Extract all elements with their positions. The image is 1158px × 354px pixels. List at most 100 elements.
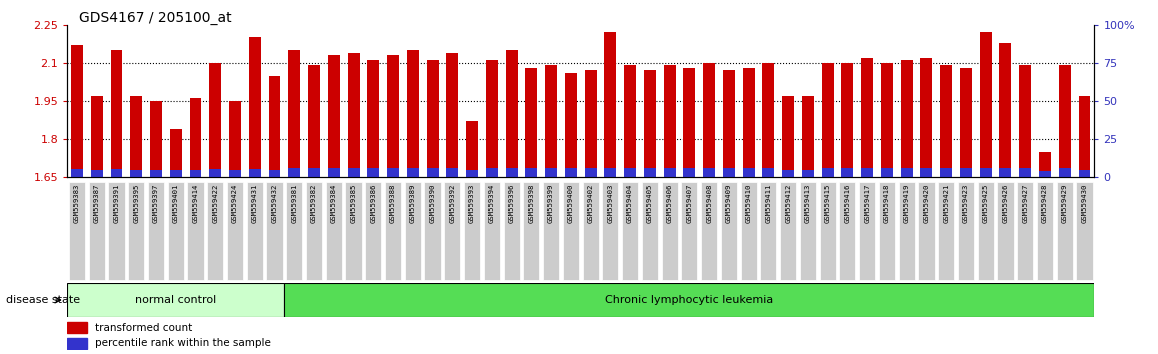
Bar — [367, 169, 380, 177]
Bar — [921, 169, 932, 177]
Bar — [703, 63, 714, 177]
Text: GSM559383: GSM559383 — [74, 184, 80, 223]
FancyBboxPatch shape — [740, 182, 756, 280]
FancyBboxPatch shape — [602, 182, 618, 280]
Bar — [940, 169, 952, 177]
Bar — [131, 170, 142, 177]
Bar — [367, 60, 380, 177]
Bar — [940, 65, 952, 177]
Text: GSM559391: GSM559391 — [113, 184, 119, 223]
Text: GSM559408: GSM559408 — [706, 184, 712, 223]
Bar — [664, 169, 675, 177]
Text: GSM559412: GSM559412 — [785, 184, 791, 223]
Text: GSM559411: GSM559411 — [765, 184, 771, 223]
Text: GSM559419: GSM559419 — [903, 184, 910, 223]
Bar — [644, 169, 655, 177]
Text: GSM559402: GSM559402 — [587, 184, 594, 223]
Text: GSM559429: GSM559429 — [1062, 184, 1068, 223]
Bar — [111, 169, 123, 177]
Text: GSM559432: GSM559432 — [272, 184, 278, 223]
Text: GSM559382: GSM559382 — [312, 184, 317, 223]
Bar — [190, 98, 201, 177]
Bar — [960, 68, 972, 177]
Bar — [151, 101, 162, 177]
Text: GSM559403: GSM559403 — [607, 184, 614, 223]
Bar — [644, 70, 655, 177]
Text: GSM559404: GSM559404 — [628, 184, 633, 223]
Bar — [683, 169, 695, 177]
FancyBboxPatch shape — [582, 182, 599, 280]
Bar — [585, 70, 596, 177]
Bar — [387, 55, 400, 177]
FancyBboxPatch shape — [918, 182, 935, 280]
Bar — [782, 96, 794, 177]
FancyBboxPatch shape — [800, 182, 816, 280]
Text: GSM559420: GSM559420 — [923, 184, 930, 223]
Text: GSM559396: GSM559396 — [508, 184, 514, 223]
Text: GSM559428: GSM559428 — [1042, 184, 1048, 223]
Bar — [1058, 65, 1071, 177]
FancyBboxPatch shape — [1056, 182, 1072, 280]
Bar — [170, 170, 182, 177]
Bar — [406, 50, 419, 177]
Text: GSM559386: GSM559386 — [371, 184, 376, 223]
FancyBboxPatch shape — [701, 182, 717, 280]
Text: GSM559406: GSM559406 — [667, 184, 673, 223]
Text: GSM559409: GSM559409 — [726, 184, 732, 223]
FancyBboxPatch shape — [345, 182, 361, 280]
Bar — [328, 55, 339, 177]
Bar — [604, 32, 616, 177]
Bar — [269, 170, 280, 177]
Bar — [288, 50, 300, 177]
Bar — [862, 58, 873, 177]
Bar — [387, 168, 400, 177]
Text: GDS4167 / 205100_at: GDS4167 / 205100_at — [79, 11, 232, 25]
Text: transformed count: transformed count — [95, 322, 192, 332]
Bar — [1078, 170, 1091, 177]
FancyBboxPatch shape — [69, 182, 86, 280]
Text: GSM559387: GSM559387 — [94, 184, 100, 223]
Bar — [683, 68, 695, 177]
FancyBboxPatch shape — [997, 182, 1013, 280]
Text: GSM559423: GSM559423 — [963, 184, 969, 223]
Bar — [90, 96, 103, 177]
Bar — [426, 169, 439, 177]
Bar — [624, 65, 636, 177]
Bar — [980, 168, 991, 177]
Bar — [960, 169, 972, 177]
Bar — [151, 170, 162, 177]
Bar — [90, 170, 103, 177]
FancyBboxPatch shape — [109, 182, 125, 280]
Text: GSM559397: GSM559397 — [153, 184, 159, 223]
Bar — [190, 170, 201, 177]
Bar — [901, 60, 913, 177]
FancyBboxPatch shape — [622, 182, 638, 280]
Bar — [71, 169, 83, 177]
FancyBboxPatch shape — [720, 182, 736, 280]
FancyBboxPatch shape — [543, 182, 559, 280]
Bar — [565, 73, 577, 177]
Bar — [506, 50, 518, 177]
Text: GSM559394: GSM559394 — [489, 184, 494, 223]
Bar — [742, 169, 755, 177]
FancyBboxPatch shape — [405, 182, 422, 280]
Bar — [131, 96, 142, 177]
Bar — [723, 169, 735, 177]
Text: GSM559416: GSM559416 — [844, 184, 850, 223]
Text: GSM559385: GSM559385 — [351, 184, 357, 223]
Text: GSM559427: GSM559427 — [1023, 184, 1028, 223]
Text: GSM559388: GSM559388 — [390, 184, 396, 223]
Text: GSM559407: GSM559407 — [687, 184, 692, 223]
Text: GSM559430: GSM559430 — [1082, 184, 1087, 223]
Bar — [703, 169, 714, 177]
FancyBboxPatch shape — [464, 182, 481, 280]
Bar — [545, 65, 557, 177]
Bar — [486, 60, 498, 177]
FancyBboxPatch shape — [761, 182, 777, 280]
FancyBboxPatch shape — [523, 182, 540, 280]
Bar — [1078, 96, 1091, 177]
Text: percentile rank within the sample: percentile rank within the sample — [95, 338, 271, 348]
FancyBboxPatch shape — [247, 182, 263, 280]
FancyBboxPatch shape — [1017, 182, 1033, 280]
Bar — [308, 65, 320, 177]
